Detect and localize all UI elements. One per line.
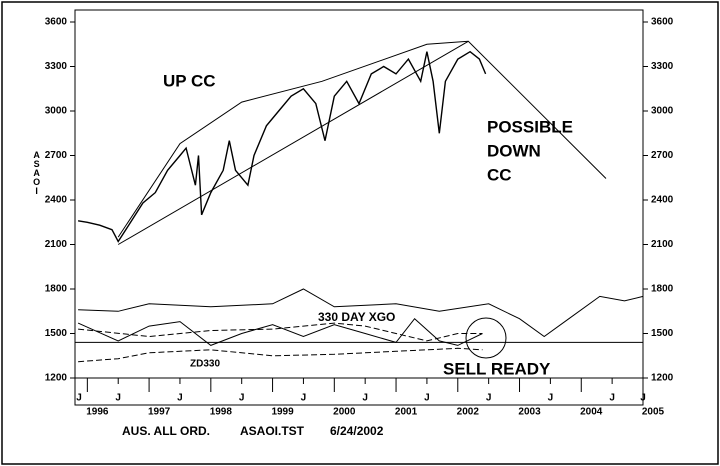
- minor-x-tick-label: J: [424, 393, 430, 404]
- minor-x-tick-label: J: [177, 393, 183, 404]
- series-line: [78, 288, 644, 338]
- y2-tick-label: 2100: [651, 239, 674, 250]
- y2-tick-label: 1200: [651, 373, 674, 384]
- y-tick-label: 1500: [45, 328, 68, 339]
- x-tick-label: 2002: [457, 407, 480, 418]
- y-tick-label: 2100: [45, 239, 68, 250]
- x-tick-label: 2004: [580, 407, 603, 418]
- annotation: 330 DAY XGO: [318, 310, 395, 324]
- y-axis-label: ASAOI: [32, 150, 42, 195]
- series-line: [77, 317, 483, 346]
- annotation: UP CC: [163, 71, 216, 90]
- y2-tick-label: 1500: [651, 328, 674, 339]
- y2-tick-label: 3600: [651, 17, 674, 28]
- y2-tick-label: 3300: [651, 61, 674, 72]
- footer-text: 6/24/2002: [330, 424, 384, 438]
- x-tick-label: 2003: [518, 407, 541, 418]
- minor-x-tick-label: J: [609, 393, 615, 404]
- annotation: SELL READY: [443, 359, 551, 378]
- x-tick-label: 1998: [210, 407, 233, 418]
- x-tick-label: 2001: [395, 407, 418, 418]
- minor-x-tick-label: J: [640, 393, 646, 404]
- y-tick-label: 3300: [45, 61, 68, 72]
- series-line: [78, 347, 483, 363]
- y-tick-label: 3000: [45, 106, 68, 117]
- minor-x-tick-label: J: [486, 393, 492, 404]
- y-tick-label: 2700: [45, 150, 68, 161]
- plot-frame: [74, 9, 644, 406]
- y-tick-label: 2400: [45, 195, 68, 206]
- y2-tick-label: 3000: [651, 106, 674, 117]
- annotation: DOWN: [487, 141, 541, 160]
- series-line: [117, 40, 469, 245]
- annotation: CC: [487, 165, 512, 184]
- series-line: [77, 50, 487, 243]
- x-tick-label: 1996: [86, 407, 109, 418]
- minor-x-tick-label: J: [76, 393, 82, 404]
- y2-tick-label: 2400: [651, 195, 674, 206]
- y2-tick-label: 2700: [651, 150, 674, 161]
- footer-text: AUS. ALL ORD.: [122, 424, 210, 438]
- highlight-circle: [465, 317, 507, 359]
- minor-x-tick-label: J: [548, 393, 554, 404]
- annotation: POSSIBLE: [487, 117, 573, 136]
- y-tick-label: 1200: [45, 373, 68, 384]
- annotation: ZD330: [190, 359, 220, 370]
- x-tick-label: 2005: [642, 407, 665, 418]
- y2-tick-label: 1800: [651, 284, 674, 295]
- minor-x-tick-label: J: [239, 393, 245, 404]
- minor-x-tick-label: J: [301, 393, 307, 404]
- minor-x-tick-label: J: [362, 393, 368, 404]
- series-line: [78, 322, 483, 342]
- x-tick-label: 2000: [333, 407, 356, 418]
- x-tick-label: 1997: [148, 407, 171, 418]
- y-tick-label: 1800: [45, 284, 68, 295]
- footer-text: ASAOI.TST: [240, 424, 305, 438]
- y-tick-label: 3600: [45, 17, 68, 28]
- minor-x-tick-label: J: [115, 393, 121, 404]
- x-tick-label: 1999: [271, 407, 294, 418]
